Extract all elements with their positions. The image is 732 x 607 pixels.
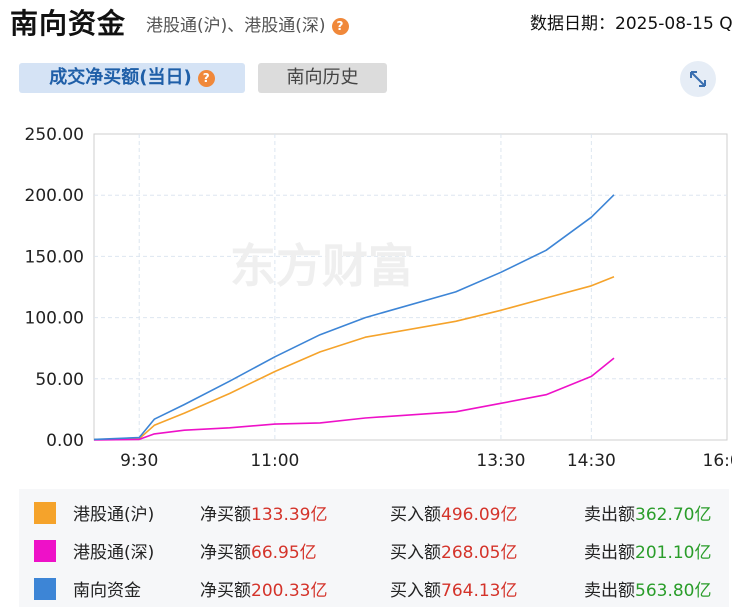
y-tick-label: 250.00: [25, 125, 84, 145]
legend-swatch: [34, 578, 56, 600]
legend-buy: 买入额496.09亿: [390, 500, 517, 525]
buy-label: 买入额: [390, 543, 441, 563]
expand-icon: [680, 61, 716, 97]
x-tick-label: 16:00: [703, 451, 732, 471]
watermark-logo: 东方财富: [230, 239, 414, 293]
legend-swatch: [34, 502, 56, 524]
legend-buy: 买入额268.05亿: [390, 538, 517, 563]
page-title: 南向资金: [10, 2, 126, 42]
legend-sell: 卖出额201.10亿: [584, 538, 711, 563]
x-tick-label: 14:30: [567, 451, 616, 471]
tab-help-icon[interactable]: ?: [198, 70, 215, 87]
sell-value: 201.10亿: [635, 543, 711, 563]
x-tick-label: 9:30: [120, 451, 158, 471]
x-tick-label: 11:00: [250, 451, 299, 471]
legend-row: 南向资金 净买额200.33亿 买入额764.13亿 卖出额563.80亿: [19, 570, 729, 604]
subtitle-text: 港股通(沪)、港股通(深): [146, 16, 326, 36]
legend-row: 港股通(沪) 净买额133.39亿 买入额496.09亿 卖出额362.70亿: [19, 494, 729, 528]
x-tick-label: 13:30: [476, 451, 525, 471]
legend-name: 南向资金: [73, 576, 141, 601]
legend-row: 港股通(深) 净买额66.95亿 买入额268.05亿 卖出额201.10亿: [19, 532, 729, 566]
legend-net: 净买额66.95亿: [200, 538, 317, 563]
y-tick-label: 100.00: [25, 309, 84, 329]
date-label: 数据日期：: [530, 14, 615, 34]
net-value: 66.95亿: [251, 543, 317, 563]
tab-net-buy-label: 成交净买额(当日): [49, 67, 191, 88]
legend-net: 净买额200.33亿: [200, 576, 327, 601]
buy-label: 买入额: [390, 581, 441, 601]
date-value: 2025-08-15 Q: [615, 14, 732, 34]
buy-value: 496.09亿: [441, 505, 517, 525]
y-tick-label: 150.00: [25, 247, 84, 267]
page-subtitle: 港股通(沪)、港股通(深)?: [146, 11, 349, 36]
series-line: [94, 277, 614, 440]
y-axis-ticks: 0.00 50.00 100.00 150.00 200.00 250.00: [25, 125, 84, 451]
y-tick-label: 200.00: [25, 186, 84, 206]
buy-label: 买入额: [390, 505, 441, 525]
buy-value: 764.13亿: [441, 581, 517, 601]
legend-sell: 卖出额362.70亿: [584, 500, 711, 525]
help-icon[interactable]: ?: [332, 18, 349, 35]
x-axis-ticks: 9:30 11:00 13:30 14:30 16:00: [120, 451, 732, 471]
y-tick-label: 0.00: [46, 431, 84, 451]
sell-label: 卖出额: [584, 543, 635, 563]
y-tick-label: 50.00: [35, 370, 84, 390]
net-label: 净买额: [200, 543, 251, 563]
sell-label: 卖出额: [584, 581, 635, 601]
legend-sell: 卖出额563.80亿: [584, 576, 711, 601]
net-value: 200.33亿: [251, 581, 327, 601]
series-line: [94, 358, 614, 440]
legend-swatch: [34, 540, 56, 562]
legend-net: 净买额133.39亿: [200, 500, 327, 525]
legend-table: 港股通(沪) 净买额133.39亿 买入额496.09亿 卖出额362.70亿 …: [19, 489, 729, 607]
expand-button[interactable]: [680, 61, 716, 97]
net-label: 净买额: [200, 505, 251, 525]
net-value: 133.39亿: [251, 505, 327, 525]
sell-label: 卖出额: [584, 505, 635, 525]
data-date: 数据日期：2025-08-15 Q: [530, 9, 732, 34]
southbound-line-chart: 东方财富 0.00 50.00 100.00 150.00 200.00 250.00 9…: [0, 110, 732, 480]
buy-value: 268.05亿: [441, 543, 517, 563]
legend-name: 港股通(深): [73, 538, 154, 563]
tab-southbound-history[interactable]: 南向历史: [258, 63, 387, 93]
sell-value: 362.70亿: [635, 505, 711, 525]
legend-name: 港股通(沪): [73, 500, 154, 525]
legend-buy: 买入额764.13亿: [390, 576, 517, 601]
tab-net-buy-today[interactable]: 成交净买额(当日)?: [19, 63, 245, 93]
net-label: 净买额: [200, 581, 251, 601]
sell-value: 563.80亿: [635, 581, 711, 601]
